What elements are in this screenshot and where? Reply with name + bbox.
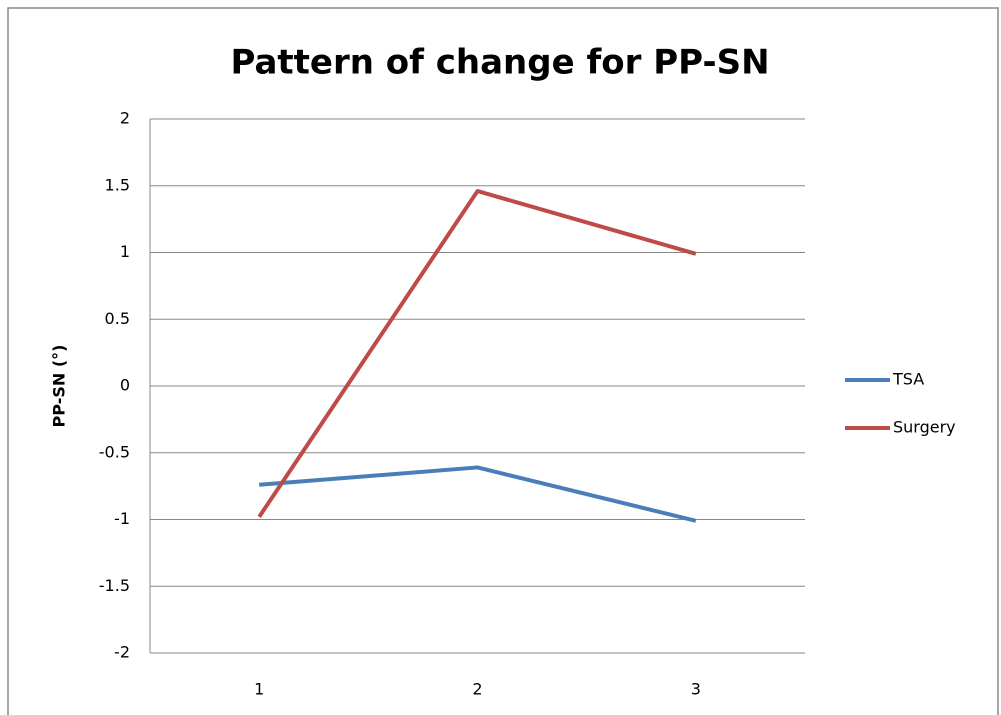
- y-tick-label: 0: [120, 376, 130, 395]
- x-tick-label: 1: [254, 680, 264, 699]
- y-tick-label: 1: [120, 242, 130, 261]
- data-line: [259, 465, 697, 523]
- chart-title: Pattern of change for PP-SN: [230, 43, 769, 83]
- legend-label: Surgery: [893, 418, 956, 437]
- y-tick-label: -1: [114, 509, 130, 528]
- y-tick-label: 0.5: [105, 309, 130, 328]
- legend-label: TSA: [892, 370, 924, 389]
- y-tick-label: -1.5: [99, 576, 130, 595]
- data-line: [257, 189, 697, 518]
- chart-frame: [7, 7, 999, 715]
- y-tick-label: -2: [114, 643, 130, 662]
- x-tick-label: 2: [472, 680, 482, 699]
- x-tick-label: 3: [691, 680, 701, 699]
- y-axis-label: PP-SN (°): [50, 345, 69, 428]
- y-tick-label: -0.5: [99, 442, 130, 461]
- y-tick-label: 1.5: [105, 175, 130, 194]
- y-tick-label: 2: [120, 109, 130, 128]
